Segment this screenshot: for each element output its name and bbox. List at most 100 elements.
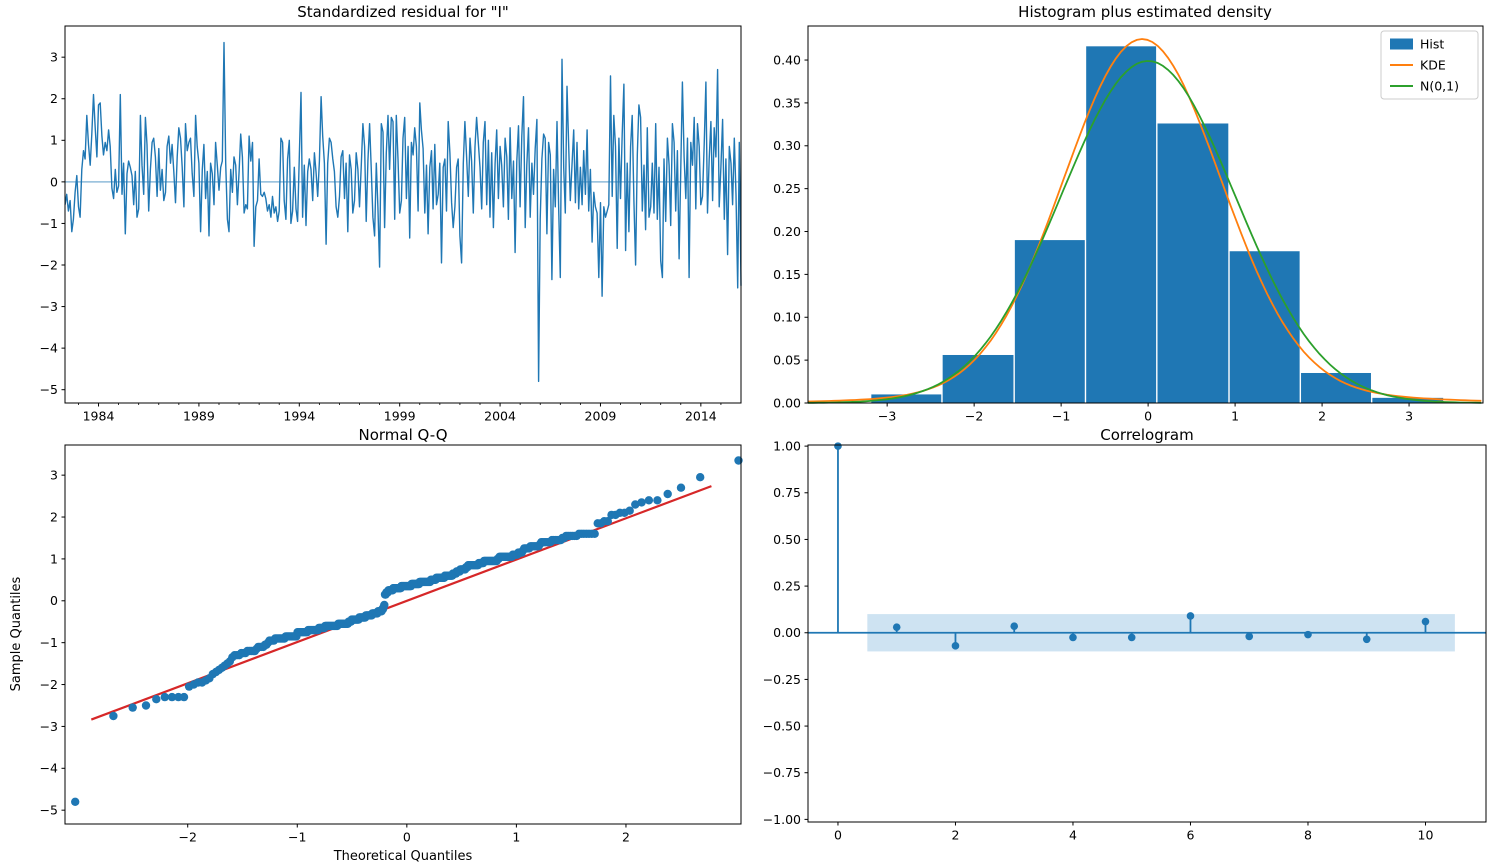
y-tick-label: −1 — [40, 635, 58, 650]
normal-qq-plot: −2 −1 0 1 2 3 2 1 0 −1 −2 −3 −4 −5 — [40, 444, 743, 845]
legend-label: KDE — [1420, 57, 1446, 72]
y-tick-label: −4 — [40, 341, 58, 356]
y-tick-label: −3 — [40, 299, 58, 314]
x-tick-label: 2014 — [685, 409, 717, 424]
x-tick-label: 0 — [403, 830, 411, 845]
normal-density-curve — [808, 60, 1482, 404]
x-tick-label: −3 — [878, 409, 896, 424]
hist-bar — [942, 354, 1014, 403]
x-tick-label: 4 — [1069, 828, 1077, 843]
qq-point — [696, 473, 705, 482]
acf-point — [1362, 635, 1371, 644]
x-tick-label: 1994 — [283, 409, 315, 424]
y-tick-label: 0 — [50, 593, 58, 608]
y-tick-label: 0.05 — [773, 353, 801, 368]
acf-point — [1010, 622, 1019, 631]
x-tick-label: 3 — [1405, 409, 1413, 424]
qq-point — [603, 517, 612, 526]
y-tick-label: −2 — [40, 677, 58, 692]
axes-spines — [807, 25, 1484, 404]
qq-point — [676, 483, 686, 492]
hist-bar — [1229, 251, 1300, 403]
y-tick-label: −0.75 — [763, 765, 801, 780]
x-tick-label: 2 — [622, 830, 630, 845]
x-tick-label: −2 — [178, 830, 196, 845]
qq-point — [128, 703, 137, 712]
histogram-plot-title: Histogram plus estimated density — [1018, 3, 1272, 21]
x-tick-label: 10 — [1418, 828, 1434, 843]
acf-point — [951, 642, 960, 650]
y-tick-label: 0.50 — [773, 532, 801, 547]
y-tick-label: 2 — [50, 509, 58, 524]
qq-point — [167, 692, 177, 702]
y-tick-label: −0.25 — [763, 672, 801, 687]
y-tick-label: 0.30 — [773, 138, 801, 153]
qq-xaxis-label: Theoretical Quantiles — [333, 849, 473, 864]
acf-point — [834, 442, 842, 450]
acf-point — [1304, 630, 1312, 639]
x-tick-label: 1989 — [183, 409, 215, 424]
x-tick-label: 1999 — [384, 409, 416, 424]
x-tick-label: 6 — [1187, 828, 1195, 843]
histogram-density-plot: −3 −2 −1 0 1 2 3 0.00 0.05 0.10 0.15 0.20 0.25 0.30 0.… — [773, 25, 1484, 424]
y-tick-label: 0.40 — [773, 52, 801, 67]
x-tick-label: −1 — [1052, 409, 1070, 424]
y-tick-label: 2 — [50, 91, 58, 106]
legend-swatch-hist — [1390, 38, 1413, 50]
hist-bar — [871, 394, 942, 403]
x-tick-label: 0 — [1144, 409, 1152, 424]
y-tick-label: 0 — [50, 174, 58, 189]
x-tick-label: 1 — [1231, 409, 1239, 424]
y-tick-label: 1 — [50, 133, 58, 148]
y-tick-label: 0.15 — [773, 267, 801, 282]
residual-line-series — [64, 41, 742, 383]
qq-plot-title: Normal Q-Q — [358, 426, 447, 444]
y-tick-label: 0.20 — [773, 224, 801, 239]
y-tick-label: −1 — [40, 216, 58, 231]
y-tick-label: −2 — [40, 257, 58, 272]
qq-point — [141, 701, 151, 710]
qq-point — [663, 489, 672, 499]
hist-bar — [1372, 397, 1444, 403]
qq-point — [590, 529, 599, 538]
qq-point — [380, 600, 389, 610]
x-tick-label: 1 — [512, 830, 520, 845]
x-tick-label: −1 — [288, 830, 306, 845]
legend-label: Hist — [1420, 36, 1444, 51]
residual-plot: 1984 1989 1994 1999 2004 2009 2014 3 2 1 0 −1 −2 −3 −4… — [40, 25, 742, 424]
y-tick-label: 0.25 — [773, 181, 801, 196]
residual-plot-title: Standardized residual for "I" — [297, 3, 509, 21]
axes-spines — [64, 25, 742, 404]
legend-label: N(0,1) — [1420, 78, 1459, 93]
x-tick-label: 2 — [1318, 409, 1326, 424]
y-tick-label: 1 — [50, 551, 58, 566]
qq-point — [109, 711, 118, 721]
x-tick-label: 2 — [951, 828, 959, 843]
y-tick-label: 3 — [50, 468, 58, 483]
hist-bar — [1086, 46, 1157, 404]
qq-point — [653, 496, 662, 505]
correlogram-plot-title: Correlogram — [1100, 426, 1193, 444]
acf-point — [892, 623, 901, 631]
qq-point — [637, 498, 646, 507]
x-tick-label: 1984 — [83, 409, 115, 424]
qq-point — [152, 695, 161, 704]
x-tick-label: 8 — [1304, 828, 1312, 843]
y-tick-label: 1.00 — [773, 439, 801, 454]
axes-spines — [807, 444, 1487, 823]
y-tick-label: −1.00 — [763, 812, 801, 827]
x-tick-label: 2009 — [585, 409, 617, 424]
qq-point — [71, 797, 80, 806]
acf-point — [1245, 632, 1254, 641]
qq-point — [644, 496, 654, 505]
y-tick-label: 0.00 — [773, 395, 801, 410]
y-tick-label: 0.35 — [773, 95, 801, 110]
axes-background — [65, 26, 741, 403]
y-tick-label: −4 — [40, 761, 58, 776]
y-tick-label: 0.75 — [773, 485, 801, 500]
x-tick-label: 2004 — [484, 409, 516, 424]
y-tick-label: 0.00 — [773, 625, 801, 640]
y-tick-label: −3 — [40, 719, 58, 734]
x-tick-label: −2 — [965, 409, 983, 424]
